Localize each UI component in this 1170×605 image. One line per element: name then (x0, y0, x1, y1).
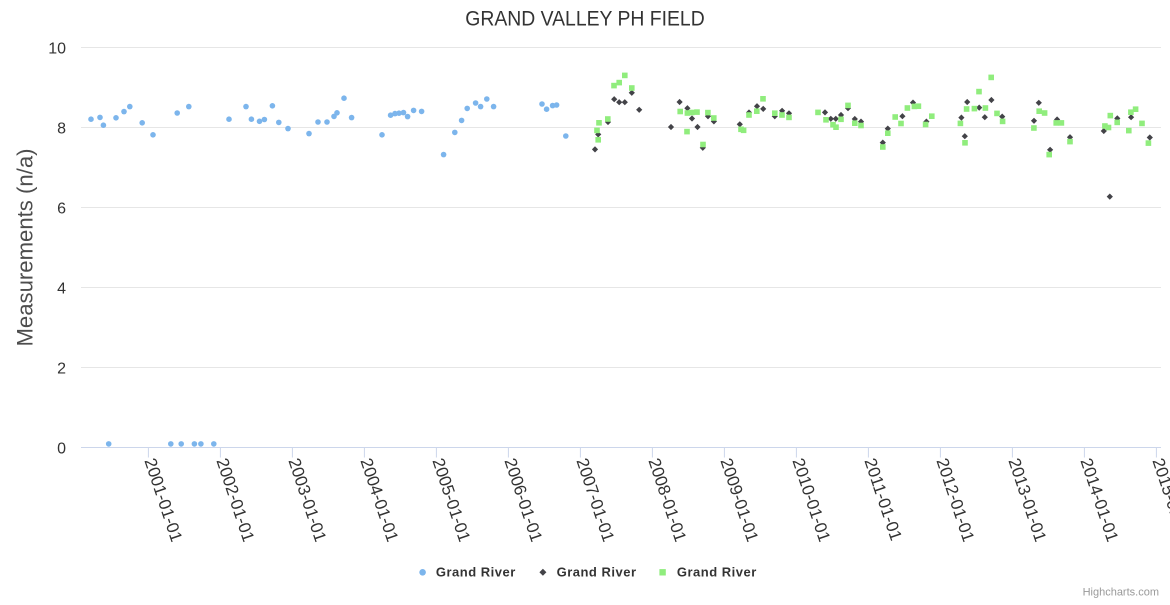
svg-text:2006-01-01: 2006-01-01 (500, 456, 546, 545)
svg-text:2009-01-01: 2009-01-01 (716, 456, 762, 545)
svg-text:2002-01-01: 2002-01-01 (212, 456, 258, 545)
svg-text:0: 0 (57, 441, 66, 458)
svg-text:Grand River: Grand River (436, 564, 516, 579)
svg-text:GRAND VALLEY PH FIELD: GRAND VALLEY PH FIELD (465, 6, 704, 30)
svg-text:2: 2 (57, 361, 66, 378)
svg-text:2005-01-01: 2005-01-01 (428, 456, 474, 545)
svg-text:2003-01-01: 2003-01-01 (284, 456, 330, 545)
svg-text:4: 4 (57, 281, 66, 298)
svg-text:Grand River: Grand River (677, 564, 757, 579)
svg-text:2014-01-01: 2014-01-01 (1076, 456, 1122, 545)
svg-text:2007-01-01: 2007-01-01 (572, 456, 618, 545)
svg-text:2010-01-01: 2010-01-01 (788, 456, 834, 545)
svg-text:6: 6 (57, 201, 66, 218)
svg-text:10: 10 (48, 41, 66, 58)
svg-text:Measurements (n/a): Measurements (n/a) (13, 149, 38, 347)
svg-text:Highcharts.com: Highcharts.com (1083, 586, 1159, 598)
svg-text:2012-01-01: 2012-01-01 (932, 456, 978, 545)
svg-text:2011-01-01: 2011-01-01 (860, 456, 905, 543)
svg-text:Grand River: Grand River (557, 564, 637, 579)
svg-text:2001-01-01: 2001-01-01 (140, 456, 186, 545)
svg-text:2004-01-01: 2004-01-01 (356, 456, 402, 545)
svg-text:2008-01-01: 2008-01-01 (644, 456, 690, 545)
svg-text:2015-01-01: 2015-01-01 (1148, 456, 1170, 545)
svg-text:2013-01-01: 2013-01-01 (1004, 456, 1050, 545)
svg-text:8: 8 (57, 121, 66, 138)
